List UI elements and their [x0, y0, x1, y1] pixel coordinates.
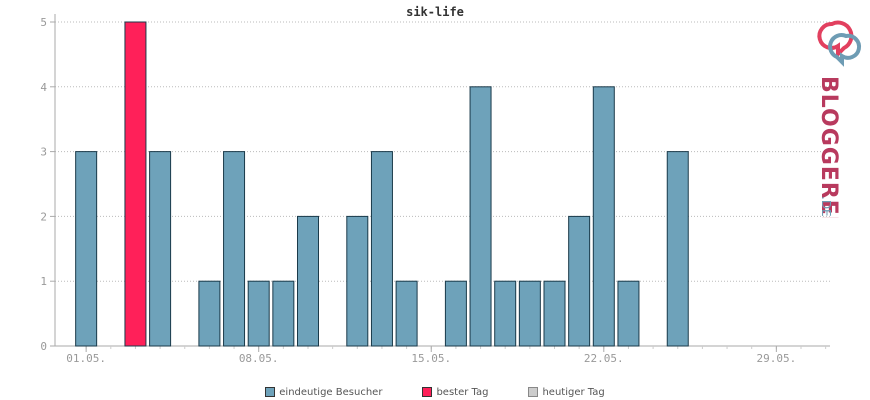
bar: [346, 215, 369, 347]
y-axis: 0 1 2 3 4 5: [40, 14, 56, 353]
bar: [494, 280, 517, 347]
bar: [198, 280, 221, 347]
bar: [444, 280, 467, 347]
x-tick-label: 15.05.: [411, 352, 451, 365]
bar: [518, 280, 541, 347]
chart-title: sik-life: [406, 5, 464, 19]
y-tick-label: 4: [40, 81, 47, 94]
logo-text: BLOGGEREI: [816, 76, 841, 218]
bar: [370, 151, 393, 347]
y-tick-label: 5: [40, 16, 47, 29]
chart-legend: eindeutige Besucher bester Tag heutiger …: [0, 385, 870, 399]
bar: [617, 280, 640, 347]
legend-item-today: heutiger Tag: [528, 385, 605, 399]
legend-item-best-day: bester Tag: [422, 385, 488, 399]
legend-item-visitors: eindeutige Besucher: [265, 385, 382, 399]
bar: [395, 280, 418, 347]
y-tick-label: 3: [40, 146, 47, 159]
x-tick-label: 29.05.: [756, 352, 796, 365]
bar: [297, 215, 319, 347]
bar-best-day: [124, 21, 147, 347]
logo-suffix: .DE: [819, 196, 833, 217]
legend-swatch-today: [528, 387, 539, 397]
bar: [469, 86, 492, 347]
legend-label-best-day: bester Tag: [436, 386, 489, 398]
bar: [592, 86, 615, 347]
bar: [543, 280, 566, 347]
bar: [568, 215, 591, 347]
y-tick-label: 2: [40, 210, 47, 223]
bar: [272, 280, 295, 347]
bar: [223, 151, 246, 347]
bar: [75, 151, 98, 347]
y-tick-label: 0: [40, 340, 47, 353]
bar: [247, 280, 270, 347]
x-tick-label: 01.05.: [66, 352, 106, 365]
bar: [666, 151, 689, 347]
x-tick-label: 22.05.: [584, 352, 624, 365]
grid-lines: [55, 21, 830, 282]
y-tick-label: 1: [40, 275, 47, 288]
legend-label-today: heutiger Tag: [542, 386, 605, 398]
x-tick-label: 08.05.: [239, 352, 279, 365]
bars: [75, 21, 689, 347]
legend-swatch-best-day: [422, 387, 433, 397]
bar: [149, 151, 172, 347]
bloggerei-logo: BLOGGEREI .DE: [814, 18, 866, 225]
legend-swatch-visitors: [265, 387, 276, 397]
bloggerei-logo-graphic: BLOGGEREI .DE: [816, 20, 862, 225]
legend-label-visitors: eindeutige Besucher: [279, 386, 383, 398]
x-axis: 01.05. 08.05. 15.05. 22.05. 29.05.: [55, 345, 830, 365]
